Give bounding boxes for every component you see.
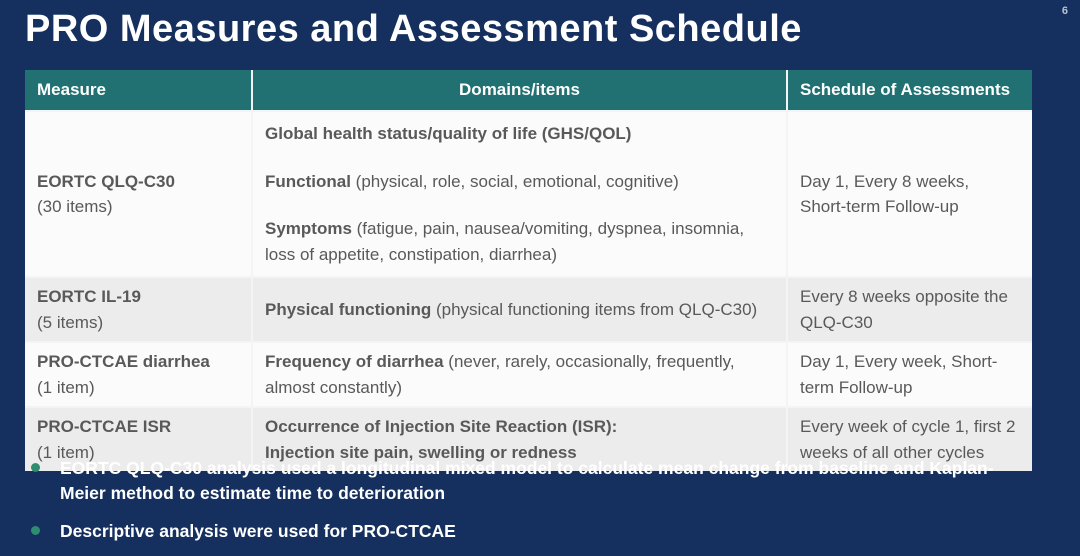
measure-cell-eortc-qlq-c30: EORTC QLQ-C30 (30 items) [25, 112, 251, 276]
measure-name: EORTC QLQ-C30 [37, 171, 175, 191]
domain-line: Functional (physical, role, social, emot… [265, 169, 774, 195]
schedule-cell-pro-ctcae-diarrhea: Day 1, Every week, Short-term Follow-up [788, 343, 1032, 406]
bullet-descriptive-analysis: Descriptive analysis were used for PRO-C… [27, 519, 1027, 544]
bullet-dot-icon [31, 525, 40, 535]
domain-rest: (physical functioning items from QLQ-C30… [431, 299, 758, 319]
domains-cell-eortc-qlq-c30: Global health status/quality of life (GH… [253, 112, 786, 276]
measure-cell-eortc-il-19: EORTC IL-19 (5 items) [25, 278, 251, 341]
footnote-bullet-list: EORTC QLQ-C30 analysis used a longitudin… [27, 456, 1027, 556]
domain-line: Physical functioning (physical functioni… [265, 297, 774, 323]
domain-rest: (physical, role, social, emotional, cogn… [350, 171, 679, 191]
domain-bold: Injection site pain, swelling or redness [265, 442, 577, 462]
measure-name: EORTC IL-19 [37, 287, 141, 306]
domain-bold: Symptoms [265, 219, 352, 238]
domain-rest: (fatigue, pain, nausea/vomiting, dyspnea… [265, 219, 745, 264]
measure-item-count: (1 item) [37, 442, 95, 462]
domain-bold: Global health status/quality of life (GH… [265, 124, 632, 143]
bullet-dot-icon [31, 463, 40, 472]
measure-cell-pro-ctcae-isr: PRO-CTCAE ISR (1 item) [25, 408, 251, 471]
domain-bold: Occurrence of Injection Site Reaction (I… [265, 417, 618, 436]
domain-bold: Frequency of diarrhea [265, 352, 444, 371]
domain-line: Frequency of diarrhea (never, rarely, oc… [265, 349, 774, 400]
bullet-text: Descriptive analysis were used for PRO-C… [60, 520, 456, 541]
measure-name: PRO-CTCAE ISR [37, 417, 172, 436]
bullet-analysis-method: EORTC QLQ-C30 analysis used a longitudin… [27, 456, 1027, 507]
domain-bold: Physical functioning [265, 299, 432, 319]
column-header-schedule: Schedule of Assessments [788, 70, 1032, 110]
measure-cell-pro-ctcae-diarrhea: PRO-CTCAE diarrhea (1 item) [25, 343, 251, 406]
page-number: 6 [1061, 5, 1068, 17]
measure-item-count: (30 items) [37, 197, 113, 216]
schedule-cell-eortc-qlq-c30: Day 1, Every 8 weeks, Short-term Follow-… [788, 112, 1032, 276]
pro-measures-table: Measure Domains/items Schedule of Assess… [25, 70, 1032, 471]
domains-cell-eortc-il-19: Physical functioning (physical functioni… [253, 278, 786, 341]
column-header-measure: Measure [25, 70, 251, 110]
bullet-text: EORTC QLQ-C30 analysis used a longitudin… [60, 458, 994, 504]
schedule-cell-eortc-il-19: Every 8 weeks opposite the QLQ-C30 [788, 278, 1032, 341]
measure-item-count: (5 items) [37, 312, 104, 332]
measure-item-count: (1 item) [37, 377, 95, 397]
domain-line: Global health status/quality of life (GH… [265, 121, 774, 147]
column-header-domains: Domains/items [253, 70, 786, 110]
domain-line: Symptoms (fatigue, pain, nausea/vomiting… [265, 216, 774, 267]
page-title: PRO Measures and Assessment Schedule [25, 8, 802, 50]
domain-bold: Functional [265, 171, 351, 191]
measure-name: PRO-CTCAE diarrhea [37, 352, 210, 371]
domain-rest: (never, rarely, occasionally, frequently… [265, 352, 735, 397]
schedule-cell-pro-ctcae-isr: Every week of cycle 1, first 2 weeks of … [788, 408, 1032, 471]
domain-line: Injection site pain, swelling or redness [265, 440, 774, 466]
domains-cell-pro-ctcae-diarrhea: Frequency of diarrhea (never, rarely, oc… [253, 343, 786, 406]
domain-line: Occurrence of Injection Site Reaction (I… [265, 414, 774, 440]
domains-cell-pro-ctcae-isr: Occurrence of Injection Site Reaction (I… [253, 408, 786, 471]
